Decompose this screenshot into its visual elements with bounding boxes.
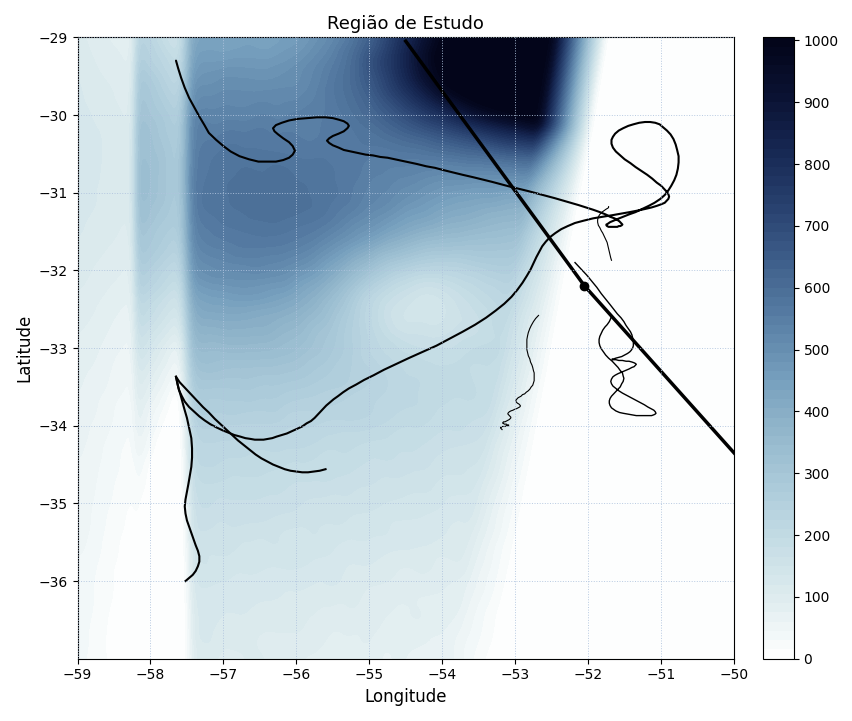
Y-axis label: Latitude: Latitude (15, 314, 33, 382)
X-axis label: Longitude: Longitude (364, 688, 446, 706)
Title: Região de Estudo: Região de Estudo (327, 15, 484, 33)
